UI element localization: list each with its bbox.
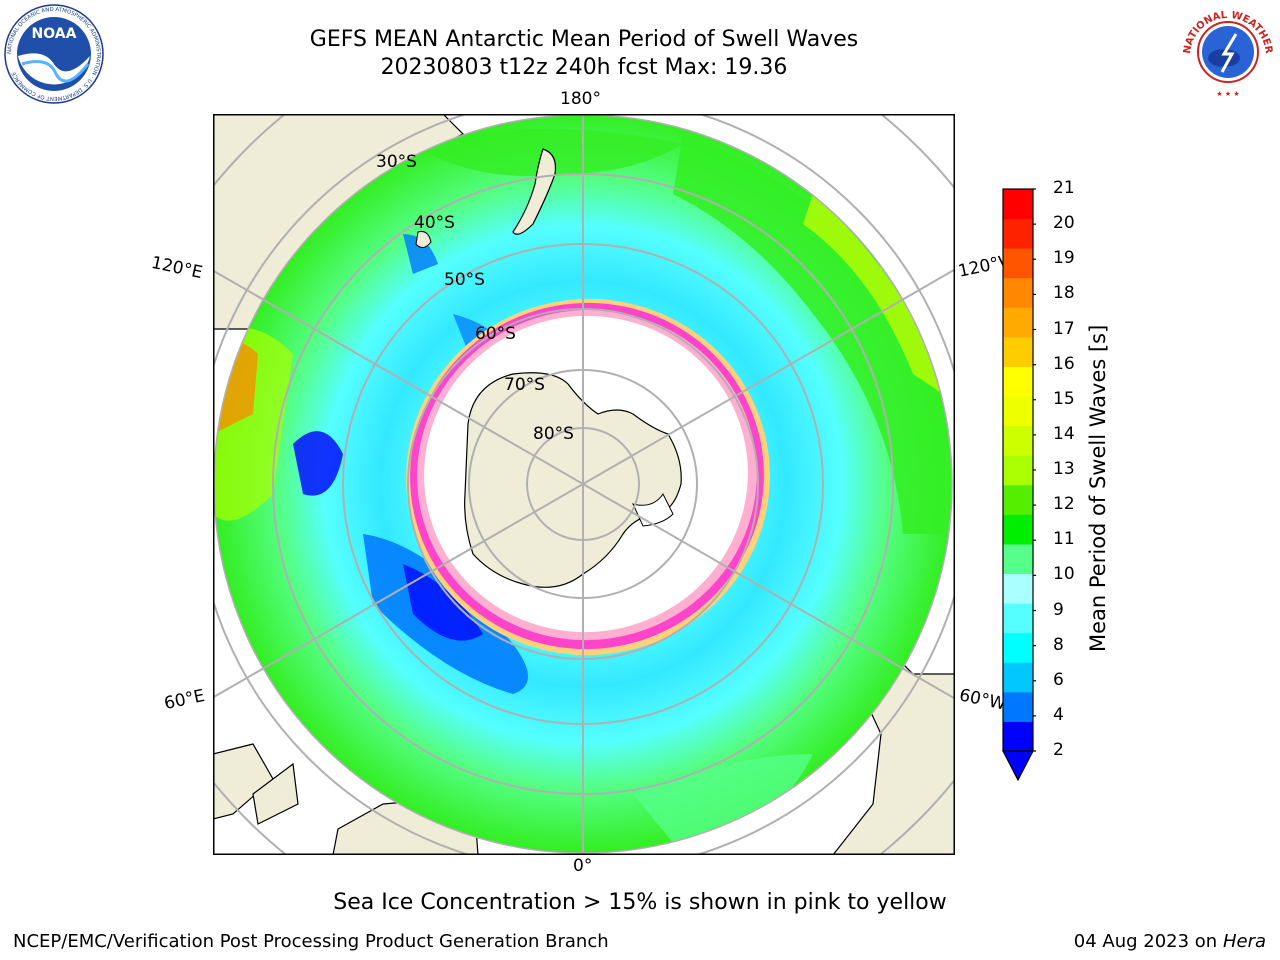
colorbar-level [1003, 455, 1033, 486]
colorbar-level [1003, 514, 1033, 545]
colorbar-tick-label: 13 [1053, 459, 1075, 479]
colorbar-level [1003, 396, 1033, 427]
colorbar-tick-label: 17 [1053, 318, 1075, 339]
lat-label-50s: 50°S [444, 270, 485, 290]
footer-date-text: 04 Aug 2023 on [1073, 931, 1218, 952]
chart-subtitle: 20230803 t12z 240h fcst Max: 19.36 [380, 55, 788, 80]
colorbar-tick-label: 10 [1053, 564, 1075, 585]
colorbar-tick-label: 12 [1053, 494, 1075, 515]
colorbar-tick-label: 18 [1053, 283, 1075, 304]
colorbar-level [1003, 336, 1033, 367]
colorbar-levels [1003, 189, 1033, 752]
colorbar-level [1003, 573, 1033, 604]
colorbar-level [1003, 248, 1033, 279]
colorbar-level [1003, 277, 1033, 308]
colorbar-level [1003, 307, 1033, 338]
colorbar-level [1003, 603, 1033, 634]
colorbar-level [1003, 691, 1033, 722]
nws-logo: NATIONAL WEATHER SERVICE ★ ★ ★ [1178, 0, 1276, 98]
footer-date: 04 Aug 2023 on Hera [1074, 931, 1266, 952]
chart-title: GEFS MEAN Antarctic Mean Period of Swell… [309, 27, 859, 52]
colorbar-extend-arrow [1002, 750, 1034, 782]
colorbar-level [1003, 662, 1033, 693]
colorbar-tick-label: 15 [1053, 388, 1075, 409]
colorbar-tick-label: 19 [1053, 248, 1075, 269]
lat-label-60s: 60°S [475, 324, 516, 344]
colorbar-tick-label: 11 [1053, 529, 1075, 550]
lon-label-120e: 120°E [149, 252, 205, 284]
colorbar-level [1003, 632, 1033, 663]
colorbar-level [1003, 218, 1033, 249]
colorbar-tick-label: 21 [1053, 178, 1075, 198]
colorbar-level [1003, 543, 1033, 575]
polar-map [213, 114, 955, 855]
lat-label-40s: 40°S [414, 213, 455, 233]
noaa-logo: NOAA NATIONAL OCEANIC AND ATMOSPHERIC AD… [4, 4, 104, 104]
colorbar-level [1003, 484, 1033, 515]
colorbar [1002, 188, 1036, 782]
antarctica [464, 372, 682, 588]
lat-label-30s: 30°S [376, 152, 417, 172]
colorbar-tick-label: 9 [1053, 599, 1064, 620]
sea-ice-caption: Sea Ice Concentration > 15% is shown in … [333, 890, 947, 915]
graticule [213, 114, 955, 855]
svg-text:★ ★ ★: ★ ★ ★ [1216, 90, 1239, 98]
footer-credit: NCEP/EMC/Verification Post Processing Pr… [13, 931, 609, 952]
lat-label-70s: 70°S [504, 375, 545, 395]
new-zealand [512, 148, 557, 235]
colorbar-tick-label: 16 [1053, 353, 1075, 374]
colorbar-tick-label: 2 [1053, 740, 1064, 760]
colorbar-tick-label: 4 [1053, 704, 1064, 725]
colorbar-level [1003, 425, 1033, 456]
colorbar-tick-label: 14 [1053, 423, 1075, 444]
colorbar-level [1003, 366, 1033, 397]
lat-label-80s: 80°S [533, 424, 574, 444]
lon-label-0: 0° [573, 856, 593, 876]
noaa-logo-text: NOAA [32, 26, 77, 42]
colorbar-level [1003, 189, 1033, 220]
footer-host: Hera [1222, 931, 1266, 952]
lon-label-180: 180° [560, 89, 601, 109]
colorbar-title: Mean Period of Swell Waves [s] [1086, 324, 1110, 652]
map-frame [213, 114, 955, 855]
colorbar-tick-label: 6 [1053, 669, 1064, 690]
lon-label-60e: 60°E [162, 685, 207, 715]
colorbar-tick-label: 8 [1053, 634, 1064, 655]
colorbar-tick-label: 20 [1053, 213, 1075, 234]
colorbar-level [1003, 721, 1033, 752]
